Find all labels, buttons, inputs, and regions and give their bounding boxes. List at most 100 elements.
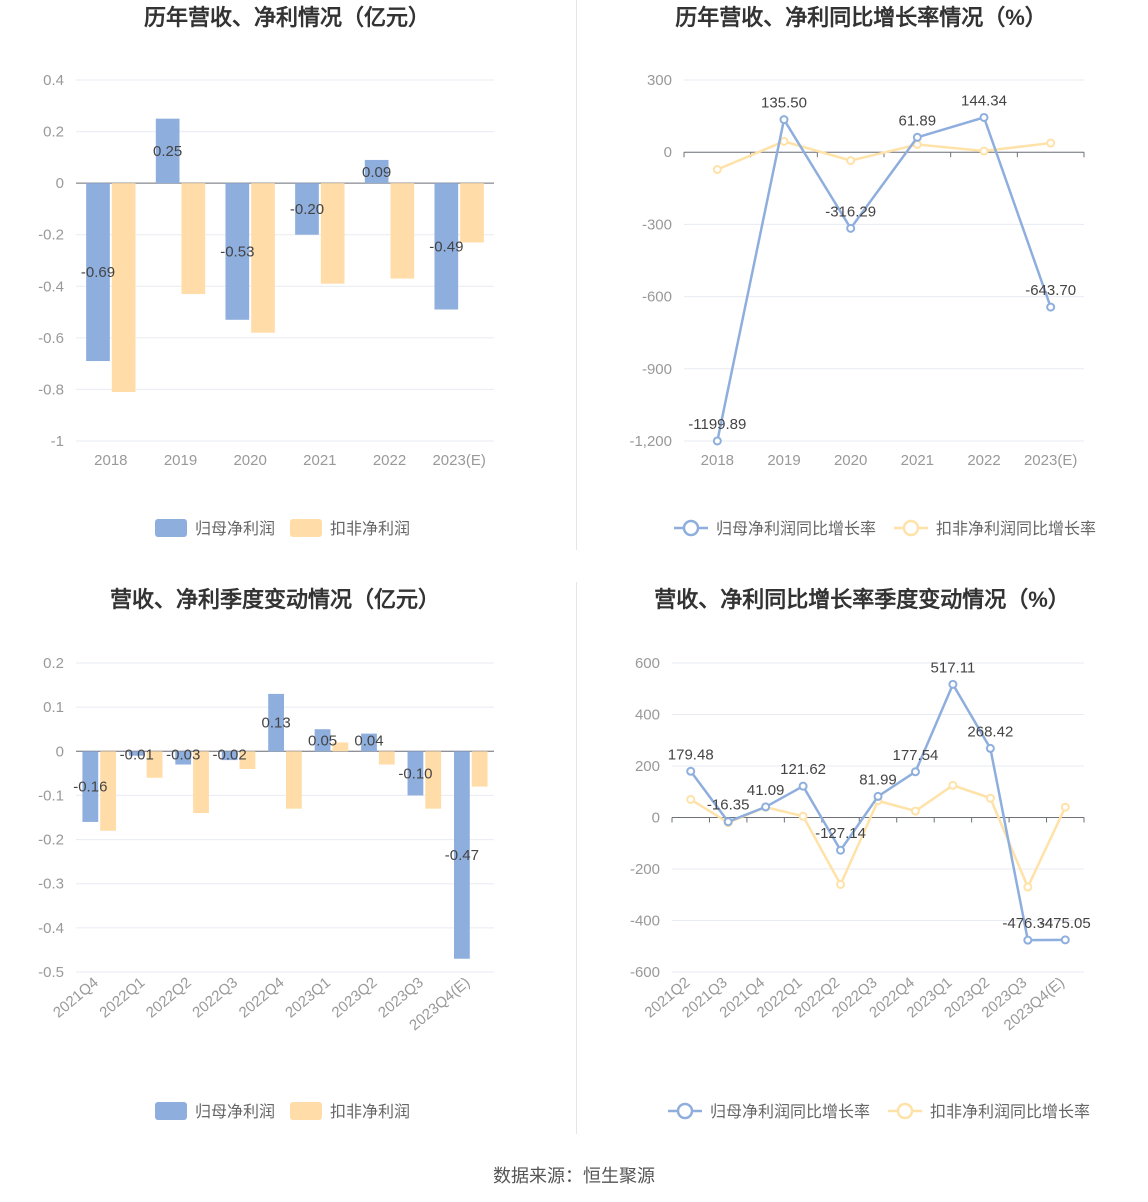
bar-data-label: 0.25 [153,143,182,160]
point-net-profit-growth [798,781,808,791]
x-tick-label: 2022Q2 [143,974,195,1021]
point-net-profit-growth [1046,302,1056,312]
x-tick-label: 2022Q1 [96,974,148,1021]
bar-deducted-profit [471,751,488,787]
bar-data-label: -0.16 [73,779,107,796]
x-tick-label: 2021 [303,452,336,469]
y-tick-label: -600 [642,289,672,306]
bar-deducted-profit [320,183,345,284]
x-tick-label: 2022 [967,452,1000,469]
point-net-profit-growth [712,436,722,446]
chart-annual-growth: 历年营收、净利同比增长率情况（%） 300 0 -300 -600 -900 -1,200… [574,0,1148,580]
bar-deducted-profit [193,751,209,814]
point-data-label: 121.62 [780,761,826,778]
legend-label: 扣非净利润同比增长率 [930,1103,1090,1121]
bar-deducted-profit [390,183,415,279]
point-deducted-profit-growth [779,136,789,146]
bar-data-label: -0.49 [429,238,463,255]
bar-net-profit [453,751,470,959]
point-data-label: -316.29 [825,203,876,220]
chart-title: 营收、净利同比增长率季度变动情况（%） [654,587,1070,612]
legend-marker [902,519,920,537]
bar-data-label: 0.05 [308,732,337,749]
point-net-profit-growth [846,223,856,233]
bar-deducted-profit [111,183,136,393]
point-data-label: 81.99 [859,771,897,788]
y-tick-label: -900 [642,361,672,378]
legend-label: 扣非净利润同比增长率 [936,520,1096,538]
bar-net-profit [361,733,377,752]
point-net-profit-growth [910,767,920,777]
bar-net-profit [86,183,110,362]
chart-title: 历年营收、净利同比增长率情况（%） [675,5,1047,30]
point-net-profit-growth [779,115,789,125]
x-tick-label: 2020 [834,452,867,469]
y-tick-label: 0.2 [43,124,64,141]
point-net-profit-growth [686,766,696,776]
bar-net-profit [407,751,424,796]
y-tick-label: -400 [630,913,660,930]
point-net-profit-growth [1060,935,1070,945]
point-data-label: -127.14 [815,825,866,842]
bar-deducted-profit [332,742,349,752]
bar-net-profit [268,693,284,752]
bar-net-profit [364,159,389,184]
legend-swatch [155,519,187,537]
legend-label: 归母净利润同比增长率 [710,1103,870,1121]
bar-net-profit [295,183,319,235]
chart-quarterly-profit: 营收、净利季度变动情况（亿元） 0.2 0.1 0 -0.1 -0.2 -0.3 -0.4 -… [0,582,574,1162]
x-tick-label: 2023Q2 [329,974,381,1021]
bar-data-label: -0.53 [220,243,254,260]
point-net-profit-growth [873,791,883,801]
bar-data-label: -0.02 [213,746,247,763]
chart-title: 历年营收、净利情况（亿元） [144,5,430,30]
point-data-label: 61.89 [899,112,937,129]
y-tick-label: -200 [630,861,660,878]
y-tick-label: 200 [635,758,660,775]
point-data-label: -475.05 [1040,915,1091,932]
point-data-label: 135.50 [761,95,807,112]
x-tick-label: 2022 [373,452,406,469]
bar-data-label: -0.03 [166,746,200,763]
y-tick-label: -0.4 [38,278,64,295]
point-deducted-profit-growth [686,794,696,804]
point-data-label: 177.54 [893,747,939,764]
bar-deducted-profit [146,751,163,778]
x-tick-label: 2023(E) [1024,452,1077,469]
divider-top [576,0,577,550]
y-tick-label: -0.2 [38,832,64,849]
point-data-label: -16.35 [707,797,750,814]
y-tick-label: -0.6 [38,330,64,347]
bar-data-label: 0.04 [354,732,383,749]
y-tick-label: 0 [56,743,64,760]
bar-net-profit [221,751,238,761]
divider-bottom [576,582,577,1134]
point-deducted-profit-growth [846,156,856,166]
y-tick-label: -600 [630,964,660,981]
legend-swatch [290,519,322,537]
legend-swatch [155,1102,187,1120]
legend-marker [682,519,700,537]
y-tick-label: -0.4 [38,920,64,937]
y-tick-label: -0.3 [38,876,64,893]
bar-net-profit [128,751,145,756]
chart-title: 营收、净利季度变动情况（亿元） [110,587,440,612]
x-tick-label: 2021 [901,452,934,469]
data-source-note: 数据来源：恒生聚源 [493,1166,655,1186]
x-tick-label: 2020 [233,452,266,469]
bar-data-label: -0.20 [290,201,324,218]
bar-deducted-profit [460,183,484,243]
y-tick-label: -300 [642,216,672,233]
y-tick-label: -0.5 [38,964,64,981]
point-deducted-profit-growth [910,806,920,816]
legend-label: 归母净利润同比增长率 [716,520,876,538]
x-tick-label: 2022Q4 [236,974,288,1021]
point-deducted-profit-growth [1023,882,1033,892]
point-net-profit-growth [761,802,771,812]
point-data-label: -643.70 [1025,282,1076,299]
bar-net-profit [82,751,99,822]
point-data-label: 268.42 [967,723,1013,740]
bar-net-profit [434,183,459,310]
bar-data-label: -0.01 [120,746,154,763]
chart-annual-profit: 历年营收、净利情况（亿元） 0.4 0.2 0 -0.2 -0.4 -0.6 -0.8 -1 -… [0,0,574,580]
